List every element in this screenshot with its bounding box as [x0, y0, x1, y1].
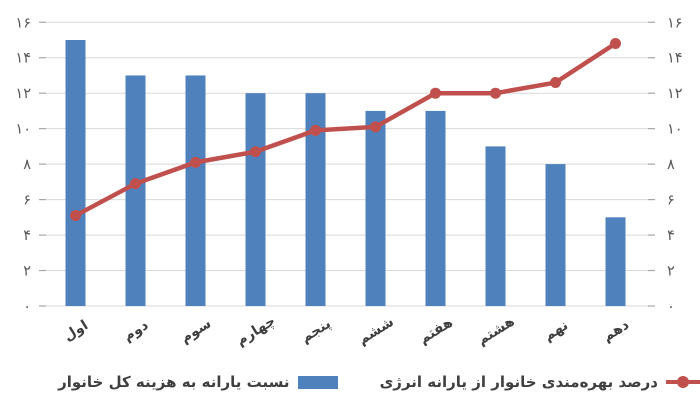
- y-axis-tick-label-left: ۲: [23, 264, 31, 280]
- bar: [185, 75, 206, 306]
- bar: [365, 110, 386, 306]
- y-axis-tick-label-left: ۱۰: [15, 122, 31, 138]
- line-marker: [250, 146, 261, 158]
- legend-label-bar-series: نسبت یارانه به هزینه کل خانوار: [58, 373, 290, 391]
- line-marker: [490, 87, 501, 99]
- bar: [425, 110, 446, 306]
- bar: [125, 75, 146, 306]
- y-axis-tick-label-left: ۱۴: [15, 51, 31, 67]
- legend: درصد بهره‌مندی خانوار از یارانه انرژی نس…: [58, 369, 700, 395]
- bar-series-swatch-icon: [297, 375, 338, 389]
- y-axis-tick-label-left: ۱۶: [15, 15, 31, 31]
- line-swatch-marker-icon: [677, 376, 689, 388]
- y-axis-tick-label-right: ۱۴: [667, 51, 683, 67]
- line-marker: [310, 124, 321, 136]
- legend-item-bar-series: نسبت یارانه به هزینه کل خانوار: [58, 373, 338, 391]
- legend-label-line-series: درصد بهره‌مندی خانوار از یارانه انرژی: [379, 373, 658, 391]
- y-axis-tick-label-right: ۸: [667, 157, 675, 173]
- subsidy-benefit-line: [73, 41, 618, 218]
- y-axis-tick-label-left: ۰: [23, 299, 31, 315]
- line-marker: [70, 210, 81, 222]
- y-axis-tick-label-left: ۴: [23, 228, 31, 244]
- y-axis-tick-label-right: ۰: [667, 299, 675, 315]
- y-axis-tick-label-right: ۴: [667, 228, 675, 244]
- line-marker: [190, 156, 201, 168]
- legend-item-line-series: درصد بهره‌مندی خانوار از یارانه انرژی: [380, 373, 700, 391]
- y-axis-tick-label-right: ۶: [667, 193, 675, 209]
- bar: [485, 146, 506, 306]
- y-axis-tick-label-left: ۱۲: [15, 86, 31, 102]
- bar: [65, 39, 86, 306]
- bar: [305, 93, 326, 306]
- line-marker: [430, 87, 441, 99]
- y-axis-tick-label-right: ۱۶: [667, 15, 683, 31]
- y-axis-tick-label-right: ۱۰: [667, 122, 683, 138]
- y-axis-tick-label-left: ۶: [23, 193, 31, 209]
- line-marker: [370, 121, 381, 133]
- bar: [545, 164, 566, 306]
- line-marker: [610, 38, 621, 50]
- bar: [605, 217, 626, 306]
- bar: [245, 93, 266, 306]
- y-axis-tick-label-right: ۲: [667, 264, 675, 280]
- y-axis-tick-label-right: ۱۲: [667, 86, 683, 102]
- line-marker: [130, 178, 141, 190]
- y-axis-tick-label-left: ۸: [23, 157, 31, 173]
- line-series-swatch-icon: [666, 376, 700, 388]
- line-marker: [550, 77, 561, 89]
